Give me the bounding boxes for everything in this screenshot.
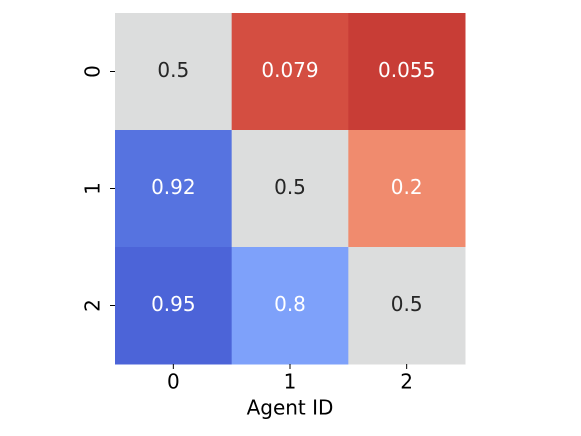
x-tick-label: 1 (284, 370, 297, 394)
y-tick-label: 1 (81, 182, 105, 195)
cell-label: 0.95 (151, 292, 196, 316)
x-tick-label: 2 (400, 370, 413, 394)
cell-label: 0.2 (391, 175, 423, 199)
heatmap-cell (115, 130, 233, 248)
x-axis-label: Agent ID (247, 396, 334, 420)
heatmap-cell (115, 13, 233, 131)
cell-label: 0.5 (274, 175, 306, 199)
y-tick-label: 2 (81, 299, 105, 312)
x-tick-label: 0 (167, 370, 180, 394)
cell-label: 0.5 (157, 58, 189, 82)
heatmap-cell (348, 13, 466, 131)
heatmap-cell (231, 130, 349, 248)
heatmap-cell (348, 247, 466, 365)
cell-label: 0.079 (261, 58, 318, 82)
cell-label: 0.8 (274, 292, 306, 316)
y-tick-label: 0 (81, 65, 105, 78)
heatmap-cell (115, 247, 233, 365)
heatmap-cell (231, 13, 349, 131)
cell-label: 0.5 (391, 292, 423, 316)
cell-label: 0.92 (151, 175, 196, 199)
heatmap-cell (231, 247, 349, 365)
heatmap-cell (348, 130, 466, 248)
cell-label: 0.055 (378, 58, 435, 82)
